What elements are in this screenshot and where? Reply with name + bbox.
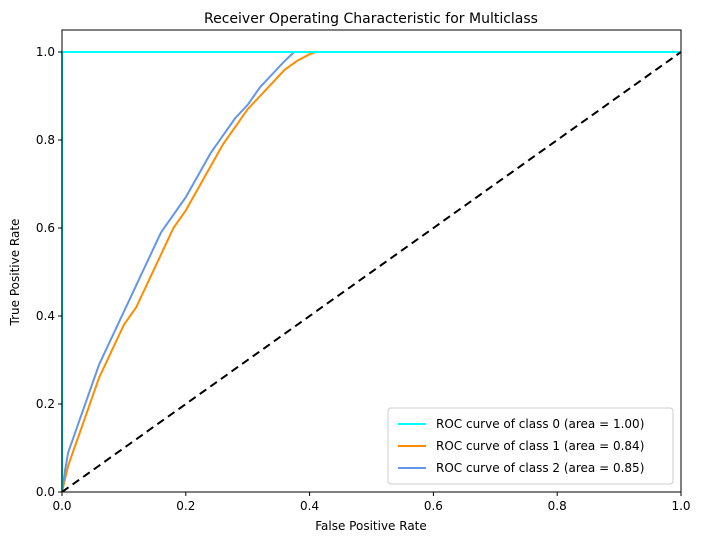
legend-label: ROC curve of class 2 (area = 0.85) (436, 461, 644, 475)
y-tick-label: 0.6 (36, 221, 55, 235)
legend-label: ROC curve of class 1 (area = 0.84) (436, 439, 644, 453)
roc-line-class-2 (62, 51, 681, 492)
chart-title: Receiver Operating Characteristic for Mu… (204, 11, 538, 27)
x-axis-label: False Positive Rate (315, 519, 427, 533)
chance-line (62, 51, 681, 492)
x-tick-label: 0.2 (176, 499, 195, 513)
plot-frame (61, 29, 682, 493)
x-tick-label: 0.4 (300, 499, 319, 513)
x-tick-label: 0.8 (548, 499, 567, 513)
y-tick-label: 0.0 (36, 485, 55, 499)
roc-line-class-1 (62, 51, 681, 492)
y-tick-label: 1.0 (36, 45, 55, 59)
y-axis-label: True Positive Rate (8, 219, 22, 327)
y-tick-label: 0.4 (36, 309, 55, 323)
y-tick-label: 0.2 (36, 397, 55, 411)
y-tick-label: 0.8 (36, 133, 55, 147)
x-tick-label: 0.6 (424, 499, 443, 513)
legend-box (387, 407, 674, 485)
x-tick-label: 1.0 (671, 499, 690, 513)
x-tick-label: 0.0 (52, 499, 71, 513)
legend: ROC curve of class 0 (area = 1.00) ROC cu… (387, 407, 674, 485)
plot-area: 0.0 0.2 0.4 0.6 0.8 1.0 0.0 0.2 0.4 0.6 0.8 1.0 (36, 29, 691, 513)
legend-label: ROC curve of class 0 (area = 1.00) (436, 417, 644, 431)
